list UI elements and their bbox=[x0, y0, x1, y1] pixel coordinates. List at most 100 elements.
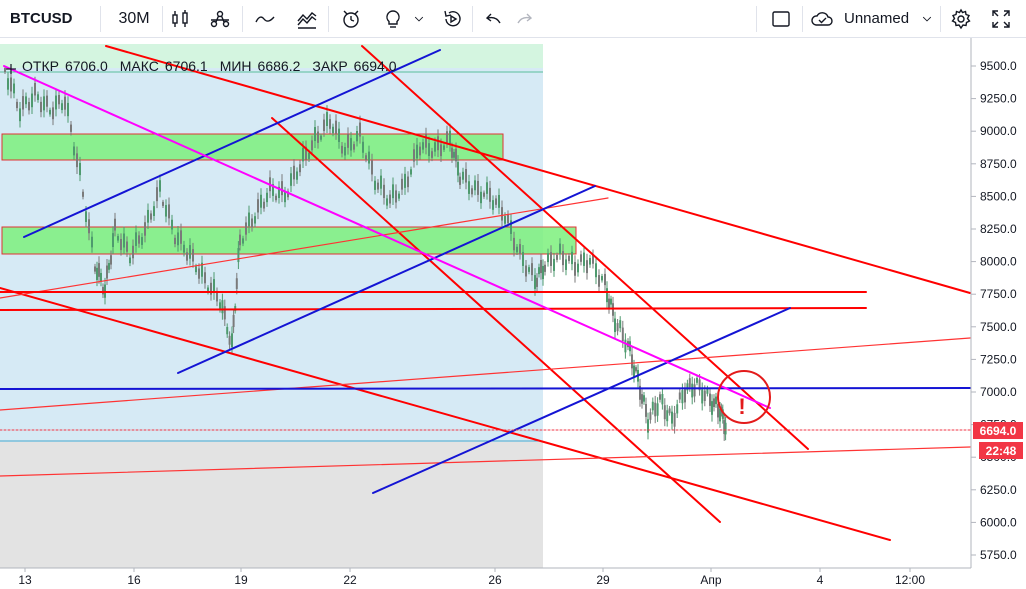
candle-body bbox=[82, 191, 84, 197]
compare-icon[interactable] bbox=[204, 0, 236, 37]
time-tick-label: 26 bbox=[488, 573, 502, 587]
red-trendline[interactable] bbox=[361, 45, 809, 450]
candle-body bbox=[16, 101, 18, 109]
low-value: 6686.2 bbox=[257, 58, 301, 74]
countdown-label: 22:48 bbox=[986, 444, 1017, 458]
time-tick-label: 12:00 bbox=[895, 573, 925, 587]
layout-name-label: Unnamed bbox=[844, 10, 910, 27]
candle-body bbox=[272, 184, 274, 196]
alert-circle-annotation[interactable] bbox=[717, 370, 771, 424]
chart-canvas[interactable]: ! 9500.0 9250.0 9000.0 8750.0 8500.0 8250.0 80… bbox=[0, 38, 1026, 589]
magenta-trendline[interactable] bbox=[3, 65, 771, 409]
chevron-down-icon[interactable] bbox=[918, 0, 936, 37]
candle-body bbox=[547, 253, 549, 263]
candle-body bbox=[323, 119, 325, 132]
candle-body bbox=[210, 282, 212, 295]
candle-body bbox=[633, 365, 635, 377]
candle-body bbox=[317, 131, 319, 143]
candle-body bbox=[531, 263, 533, 276]
candle-body bbox=[416, 144, 418, 159]
candle-body bbox=[189, 245, 191, 259]
candle-body bbox=[696, 377, 698, 383]
candle-body bbox=[341, 145, 343, 154]
toolbar-divider bbox=[242, 6, 243, 32]
ideas-icon[interactable] bbox=[378, 0, 408, 37]
candle-body bbox=[275, 195, 277, 201]
candle-body bbox=[263, 201, 265, 209]
light-green-zone bbox=[0, 44, 543, 68]
candle-body bbox=[296, 171, 298, 180]
candle-body bbox=[434, 142, 436, 152]
candle-body bbox=[223, 306, 226, 320]
candle-body bbox=[88, 219, 90, 234]
thin-red-trendline[interactable] bbox=[0, 197, 609, 299]
candle-body bbox=[162, 201, 164, 206]
candle-body bbox=[153, 206, 155, 216]
blue-zone bbox=[0, 68, 543, 442]
candle-body bbox=[329, 119, 331, 129]
interval-button[interactable]: 30M bbox=[118, 9, 150, 27]
blue-trendline[interactable] bbox=[372, 307, 791, 494]
thin-red-trendline[interactable] bbox=[0, 337, 971, 411]
candle-body bbox=[643, 395, 645, 402]
price-tick-label: 8250.0 bbox=[980, 222, 1017, 236]
candle-body bbox=[507, 214, 509, 224]
candles-icon[interactable] bbox=[166, 0, 194, 37]
candle-body bbox=[174, 237, 176, 245]
settings-icon[interactable] bbox=[946, 0, 976, 37]
thin-red-trendline[interactable] bbox=[0, 446, 971, 477]
candle-body bbox=[688, 378, 691, 388]
alert-mark: ! bbox=[738, 394, 745, 419]
candle-body bbox=[4, 68, 6, 72]
candle-body bbox=[110, 255, 112, 265]
undo-icon[interactable] bbox=[480, 0, 506, 37]
candle-body bbox=[698, 379, 701, 391]
redo-icon[interactable] bbox=[512, 0, 538, 37]
price-tick-label: 9250.0 bbox=[980, 92, 1017, 106]
candle-body bbox=[135, 232, 137, 246]
red-horizontal-line[interactable] bbox=[0, 307, 867, 311]
candle-body bbox=[477, 180, 479, 195]
indicators-icon[interactable] bbox=[250, 0, 280, 37]
time-axis[interactable] bbox=[0, 568, 1026, 589]
templates-icon[interactable] bbox=[292, 0, 322, 37]
candle-body bbox=[311, 140, 313, 151]
chevron-down-icon[interactable] bbox=[410, 0, 428, 37]
current-price-label: 6694.0 bbox=[980, 424, 1017, 438]
candle-body bbox=[221, 300, 224, 314]
candle-body bbox=[651, 401, 654, 411]
candle-body bbox=[431, 151, 433, 158]
blue-horizontal-line[interactable] bbox=[0, 387, 971, 390]
blue-trendline[interactable] bbox=[23, 49, 441, 238]
candle-body bbox=[49, 109, 51, 115]
candle-body bbox=[228, 335, 231, 345]
blue-trendline[interactable] bbox=[177, 185, 596, 374]
price-axis[interactable] bbox=[971, 38, 1026, 568]
candle-body bbox=[668, 408, 671, 414]
candle-body bbox=[7, 78, 9, 90]
candle-body bbox=[257, 199, 259, 213]
candle-body bbox=[248, 212, 250, 227]
candle-body bbox=[571, 251, 573, 265]
candle-body bbox=[332, 126, 334, 134]
fullscreen-square-icon[interactable] bbox=[766, 0, 796, 37]
chart-pane[interactable]: ! 9500.0 9250.0 9000.0 8750.0 8500.0 8250.0 80… bbox=[0, 38, 1026, 589]
candle-body bbox=[195, 266, 197, 273]
red-trendline[interactable] bbox=[271, 117, 721, 523]
red-trendline[interactable] bbox=[0, 287, 891, 541]
red-trendline[interactable] bbox=[105, 45, 971, 294]
resistance-zone-lower[interactable] bbox=[1, 226, 577, 255]
candle-body bbox=[100, 272, 102, 282]
high-value: 6706.1 bbox=[164, 58, 208, 74]
candle-body bbox=[719, 408, 721, 422]
candle-body bbox=[207, 287, 209, 293]
time-tick-label: Апр bbox=[700, 573, 722, 587]
expand-icon[interactable] bbox=[986, 0, 1016, 37]
candle-body bbox=[177, 232, 179, 246]
candle-body bbox=[278, 186, 280, 198]
replay-icon[interactable] bbox=[438, 0, 468, 37]
alert-icon[interactable] bbox=[336, 0, 366, 37]
layout-menu-button[interactable]: Unnamed bbox=[808, 0, 938, 37]
candle-body bbox=[389, 194, 391, 204]
symbol-search-button[interactable]: BTCUSD bbox=[10, 10, 73, 27]
